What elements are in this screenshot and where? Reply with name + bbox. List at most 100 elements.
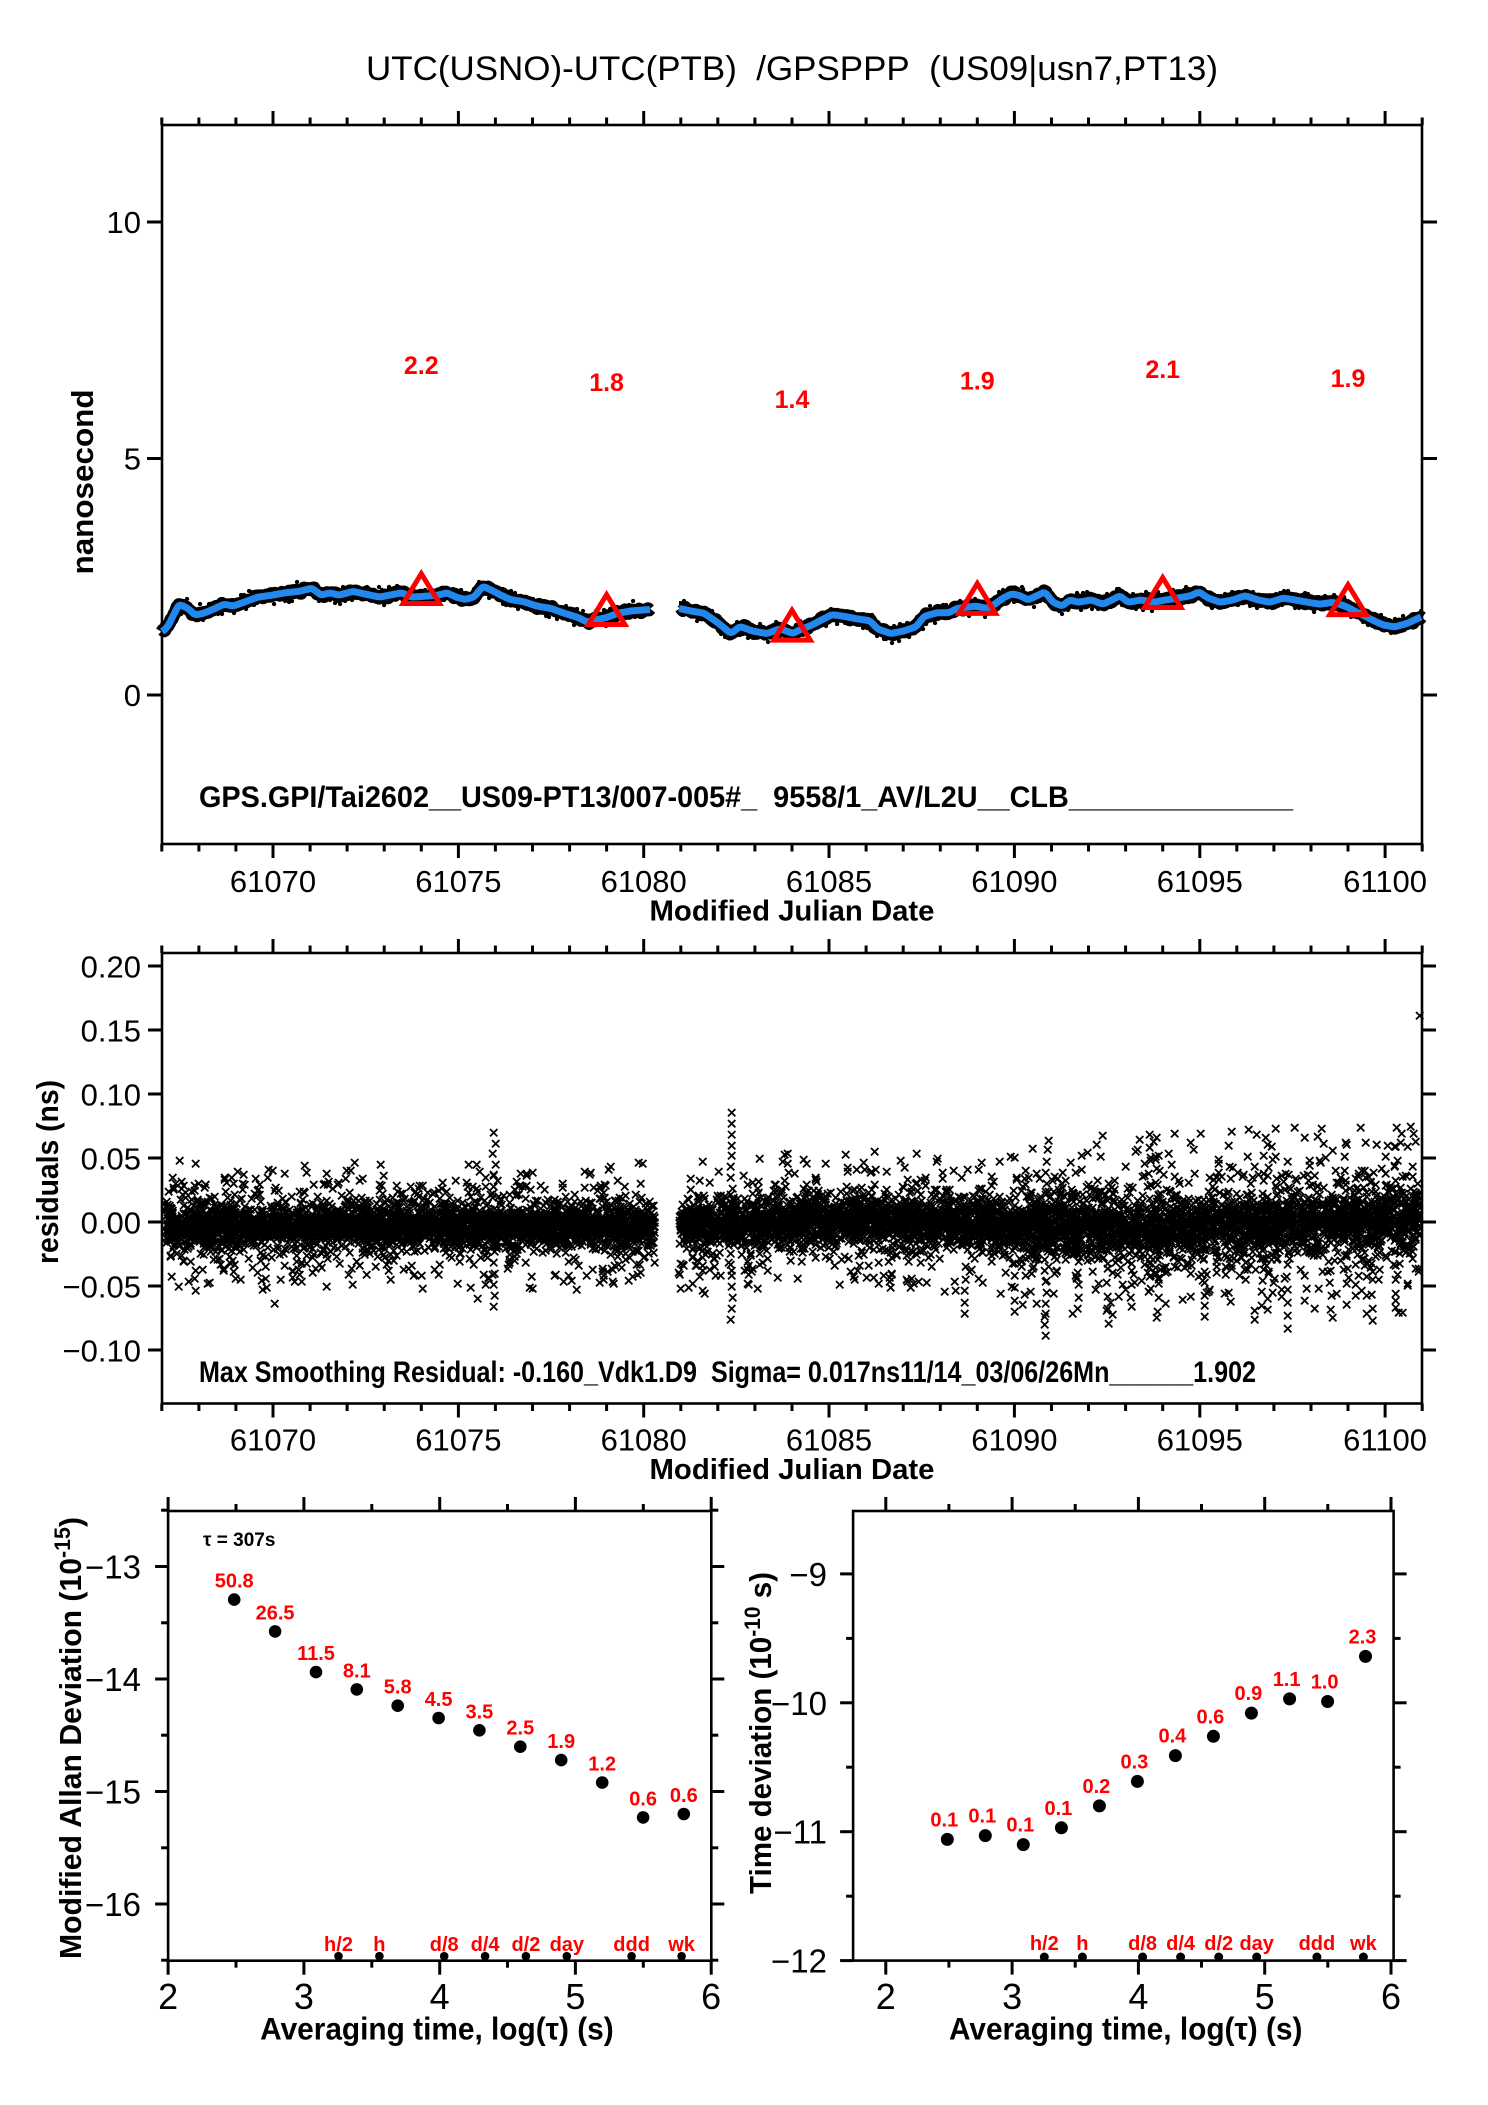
svg-text:2.2: 2.2 bbox=[404, 352, 439, 380]
svg-text:2.3: 2.3 bbox=[1349, 1626, 1377, 1648]
svg-text:h/2: h/2 bbox=[1030, 1933, 1059, 1955]
svg-text:1.4: 1.4 bbox=[775, 386, 810, 414]
svg-text:5: 5 bbox=[1255, 1976, 1275, 2017]
svg-text:3.5: 3.5 bbox=[465, 1701, 493, 1723]
svg-text:−14: −14 bbox=[85, 1661, 141, 1698]
svg-text:1.8: 1.8 bbox=[589, 369, 624, 397]
svg-text:61075: 61075 bbox=[415, 1423, 501, 1458]
svg-text:2.1: 2.1 bbox=[1145, 356, 1180, 384]
svg-text:UTC(USNO)-UTC(PTB) /GPSPPP (: UTC(USNO)-UTC(PTB) /GPSPPP (US09|usn7,PT… bbox=[366, 50, 1218, 88]
svg-text:2.5: 2.5 bbox=[506, 1718, 534, 1740]
svg-text:61090: 61090 bbox=[971, 864, 1057, 899]
svg-text:6: 6 bbox=[1381, 1976, 1401, 2017]
svg-text:3: 3 bbox=[1002, 1976, 1022, 2017]
svg-text:residuals (ns): residuals (ns) bbox=[30, 1080, 65, 1264]
svg-text:d/2: d/2 bbox=[1204, 1933, 1233, 1955]
svg-text:GPS.GPI/Tai2602__US09-PT13/007: GPS.GPI/Tai2602__US09-PT13/007-005#_ 955… bbox=[199, 781, 1293, 814]
svg-text:0.1: 0.1 bbox=[930, 1809, 958, 1831]
svg-text:61080: 61080 bbox=[601, 864, 687, 899]
svg-text:Max Smoothing Residual: -0.160: Max Smoothing Residual: -0.160_Vdk1.D9 S… bbox=[199, 1356, 1256, 1389]
svg-text:0.4: 0.4 bbox=[1158, 1726, 1187, 1748]
svg-text:61100: 61100 bbox=[1343, 864, 1427, 899]
svg-text:0.6: 0.6 bbox=[670, 1785, 698, 1807]
svg-text:5: 5 bbox=[124, 442, 141, 477]
svg-text:wk: wk bbox=[1349, 1933, 1378, 1955]
svg-text:1.9: 1.9 bbox=[960, 368, 995, 396]
svg-text:61080: 61080 bbox=[601, 1423, 687, 1458]
svg-text:d/8: d/8 bbox=[1128, 1933, 1157, 1955]
svg-text:61070: 61070 bbox=[230, 864, 316, 899]
svg-text:3: 3 bbox=[294, 1976, 314, 2017]
svg-text:Time deviation (10-10 s): Time deviation (10-10 s) bbox=[740, 1572, 778, 1894]
svg-text:−15: −15 bbox=[85, 1774, 141, 1811]
svg-text:day: day bbox=[550, 1934, 585, 1956]
svg-text:1.2: 1.2 bbox=[588, 1754, 616, 1776]
svg-text:Averaging time, log(τ) (s): Averaging time, log(τ) (s) bbox=[949, 2011, 1303, 2047]
svg-text:−0.10: −0.10 bbox=[63, 1334, 141, 1369]
svg-text:d/2: d/2 bbox=[511, 1934, 540, 1956]
svg-text:−10: −10 bbox=[771, 1685, 827, 1722]
svg-text:2: 2 bbox=[876, 1976, 896, 2017]
svg-text:nanosecond: nanosecond bbox=[65, 390, 100, 575]
svg-text:Modified Julian Date: Modified Julian Date bbox=[650, 896, 935, 928]
svg-text:61095: 61095 bbox=[1157, 1423, 1243, 1458]
svg-text:h/2: h/2 bbox=[324, 1934, 353, 1956]
svg-text:Modified Allan Deviation (10-1: Modified Allan Deviation (10-15) bbox=[50, 1517, 88, 1959]
svg-text:0.10: 0.10 bbox=[81, 1078, 141, 1113]
svg-text:11.5: 11.5 bbox=[297, 1643, 335, 1665]
svg-text:0.00: 0.00 bbox=[81, 1206, 141, 1241]
svg-text:0.15: 0.15 bbox=[81, 1014, 141, 1049]
svg-text:−12: −12 bbox=[771, 1943, 827, 1980]
svg-text:0.6: 0.6 bbox=[629, 1788, 657, 1810]
svg-text:1.1: 1.1 bbox=[1273, 1669, 1301, 1691]
svg-text:−9: −9 bbox=[789, 1556, 827, 1593]
svg-text:Modified Julian Date: Modified Julian Date bbox=[650, 1454, 935, 1486]
svg-text:61085: 61085 bbox=[786, 1423, 872, 1458]
svg-text:5.8: 5.8 bbox=[384, 1677, 412, 1699]
svg-text:10: 10 bbox=[107, 205, 141, 240]
svg-text:−11: −11 bbox=[773, 1814, 827, 1851]
svg-text:0.1: 0.1 bbox=[968, 1806, 996, 1828]
svg-text:Averaging time, log(τ) (s): Averaging time, log(τ) (s) bbox=[260, 2011, 614, 2047]
svg-text:0.05: 0.05 bbox=[81, 1142, 141, 1177]
svg-text:d/8: d/8 bbox=[430, 1934, 459, 1956]
svg-text:d/4: d/4 bbox=[1166, 1933, 1196, 1955]
svg-text:0.6: 0.6 bbox=[1196, 1706, 1224, 1728]
svg-text:h: h bbox=[1076, 1933, 1088, 1955]
svg-text:τ = 307s: τ = 307s bbox=[203, 1530, 275, 1551]
svg-text:8.1: 8.1 bbox=[343, 1660, 371, 1682]
svg-text:0.1: 0.1 bbox=[1044, 1798, 1072, 1820]
svg-text:61075: 61075 bbox=[415, 864, 501, 899]
svg-text:61070: 61070 bbox=[230, 1423, 316, 1458]
svg-text:50.8: 50.8 bbox=[215, 1571, 254, 1593]
svg-text:d/4: d/4 bbox=[471, 1934, 501, 1956]
svg-text:0: 0 bbox=[124, 678, 141, 713]
svg-text:0.20: 0.20 bbox=[81, 950, 141, 985]
svg-text:6: 6 bbox=[701, 1976, 721, 2017]
svg-text:day: day bbox=[1239, 1933, 1274, 1955]
svg-text:1.9: 1.9 bbox=[547, 1731, 575, 1753]
svg-text:61085: 61085 bbox=[786, 864, 872, 899]
svg-text:0.1: 0.1 bbox=[1006, 1815, 1034, 1837]
svg-text:4: 4 bbox=[430, 1976, 450, 2017]
svg-text:4.5: 4.5 bbox=[425, 1689, 453, 1711]
svg-text:5: 5 bbox=[565, 1976, 585, 2017]
svg-text:4: 4 bbox=[1128, 1976, 1148, 2017]
svg-text:1.9: 1.9 bbox=[1331, 365, 1366, 393]
svg-text:1.0: 1.0 bbox=[1311, 1672, 1339, 1694]
svg-text:−13: −13 bbox=[85, 1549, 141, 1586]
svg-text:0.3: 0.3 bbox=[1120, 1751, 1148, 1773]
svg-text:2: 2 bbox=[158, 1976, 178, 2017]
svg-text:−16: −16 bbox=[85, 1886, 141, 1923]
svg-text:ddd: ddd bbox=[1299, 1933, 1336, 1955]
svg-text:h: h bbox=[373, 1934, 385, 1956]
svg-text:ddd: ddd bbox=[613, 1934, 650, 1956]
svg-text:0.9: 0.9 bbox=[1234, 1683, 1262, 1705]
svg-text:61095: 61095 bbox=[1157, 864, 1243, 899]
svg-text:61100: 61100 bbox=[1343, 1423, 1427, 1458]
svg-text:wk: wk bbox=[667, 1934, 696, 1956]
svg-text:61090: 61090 bbox=[971, 1423, 1057, 1458]
svg-text:0.2: 0.2 bbox=[1082, 1776, 1110, 1798]
svg-text:−0.05: −0.05 bbox=[63, 1270, 141, 1305]
svg-text:26.5: 26.5 bbox=[256, 1602, 295, 1624]
